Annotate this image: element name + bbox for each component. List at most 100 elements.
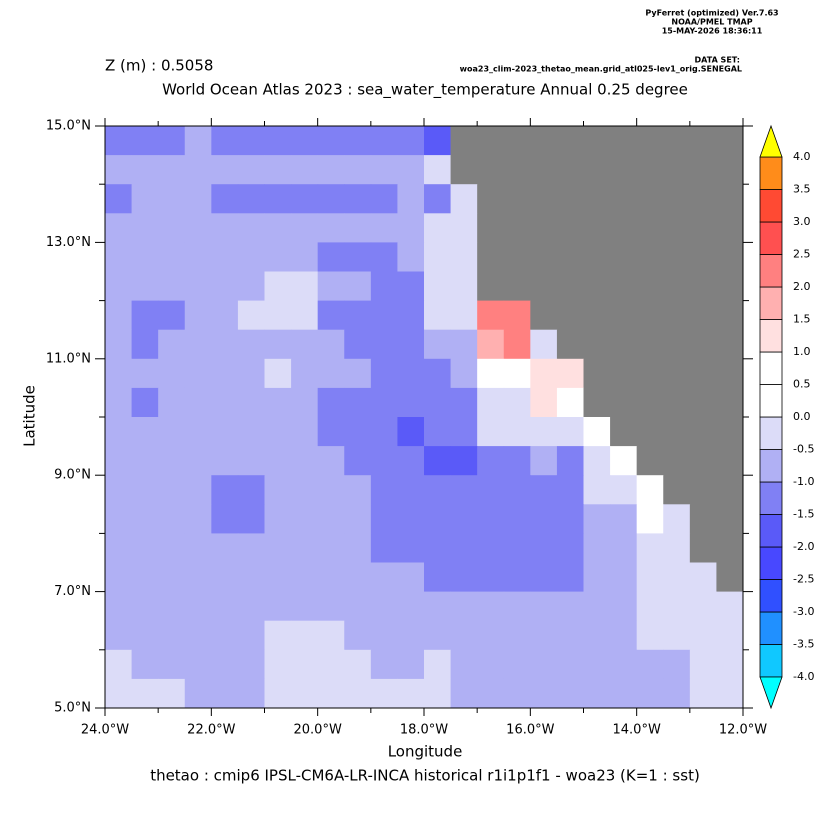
cell [424, 329, 451, 360]
land-cell [689, 271, 717, 301]
land-cell [556, 184, 584, 214]
cell [370, 620, 398, 651]
cell [397, 417, 425, 447]
cell [450, 300, 478, 331]
cell [556, 678, 584, 709]
cell [610, 649, 638, 680]
cell [264, 358, 292, 389]
cell [158, 591, 186, 622]
colorbar-label: 0.0 [793, 410, 811, 423]
cell [397, 184, 425, 214]
cell [556, 591, 584, 622]
cell [131, 562, 159, 592]
x-tick-label: 20.0°W [294, 723, 342, 738]
cell [636, 533, 664, 563]
cell [610, 620, 638, 651]
cell [503, 678, 531, 709]
cell [211, 184, 239, 214]
cell [556, 620, 584, 651]
cell [211, 126, 239, 156]
cell [317, 213, 345, 243]
cell [131, 155, 159, 185]
cell [237, 242, 265, 272]
land-cell [503, 242, 531, 272]
land-cell [663, 300, 691, 331]
dataset: woa23_clim-2023_thetao_mean.grid_atl025-… [460, 65, 742, 74]
cell [397, 649, 425, 680]
cell [291, 533, 319, 563]
cell [344, 620, 372, 651]
cell [211, 387, 239, 418]
colorbar-label: -1.5 [793, 508, 814, 521]
cell [317, 678, 345, 709]
cell [530, 358, 558, 389]
cell [158, 649, 186, 680]
cell [131, 620, 159, 651]
cell [477, 649, 505, 680]
land-cell [503, 155, 531, 185]
cell [424, 300, 451, 331]
cell [237, 184, 265, 214]
cell [397, 678, 425, 709]
cell [211, 300, 239, 331]
cell [291, 504, 319, 534]
cell [184, 387, 212, 418]
cell [264, 300, 292, 331]
cell [184, 591, 212, 622]
cell [131, 358, 159, 389]
cell [450, 562, 478, 592]
cell [105, 446, 132, 476]
cell [344, 475, 372, 505]
cell [184, 417, 212, 447]
cell [344, 446, 372, 476]
cell [237, 387, 265, 418]
cell [636, 620, 664, 651]
cell [583, 678, 611, 709]
cell [344, 417, 372, 447]
cell [105, 620, 132, 651]
colorbar-bin [759, 189, 783, 223]
cell [184, 562, 212, 592]
cell [211, 649, 239, 680]
cell [424, 591, 451, 622]
cell [184, 446, 212, 476]
cell [397, 242, 425, 272]
org: NOAA/PMEL TMAP [671, 18, 752, 27]
land-cell [689, 300, 717, 331]
cell [397, 591, 425, 622]
land-cell [716, 562, 744, 592]
colorbar-bin [759, 611, 783, 645]
cell [158, 533, 186, 563]
cell [237, 562, 265, 592]
cell [424, 620, 451, 651]
y-tick-label: 11.0°N [46, 351, 91, 366]
colorbar-label: 0.5 [793, 378, 811, 391]
land-cell [583, 271, 611, 301]
colorbar-label: 2.5 [793, 248, 811, 261]
colorbar-bin [759, 644, 783, 678]
colorbar-label: 1.0 [793, 345, 811, 358]
cell [237, 533, 265, 563]
cell [477, 475, 505, 505]
cell [477, 504, 505, 534]
cell [556, 562, 584, 592]
x-axis-label: Longitude [388, 743, 463, 761]
cell [237, 504, 265, 534]
land-cell [610, 417, 638, 447]
cell [370, 475, 398, 505]
subtitle: Z (m) : 0.5058 [105, 57, 213, 75]
land-cell [556, 242, 584, 272]
cell [370, 242, 398, 272]
colorbar-under [759, 676, 783, 710]
cell [424, 533, 451, 563]
cell [344, 533, 372, 563]
cell [291, 242, 319, 272]
land-cell [556, 126, 584, 156]
land-cell [663, 387, 691, 418]
y-tick-label: 15.0°N [46, 119, 91, 134]
cell [264, 562, 292, 592]
land-cell [610, 300, 638, 331]
colorbar-bin [759, 384, 783, 418]
cell [663, 504, 691, 534]
land-cell [556, 271, 584, 301]
